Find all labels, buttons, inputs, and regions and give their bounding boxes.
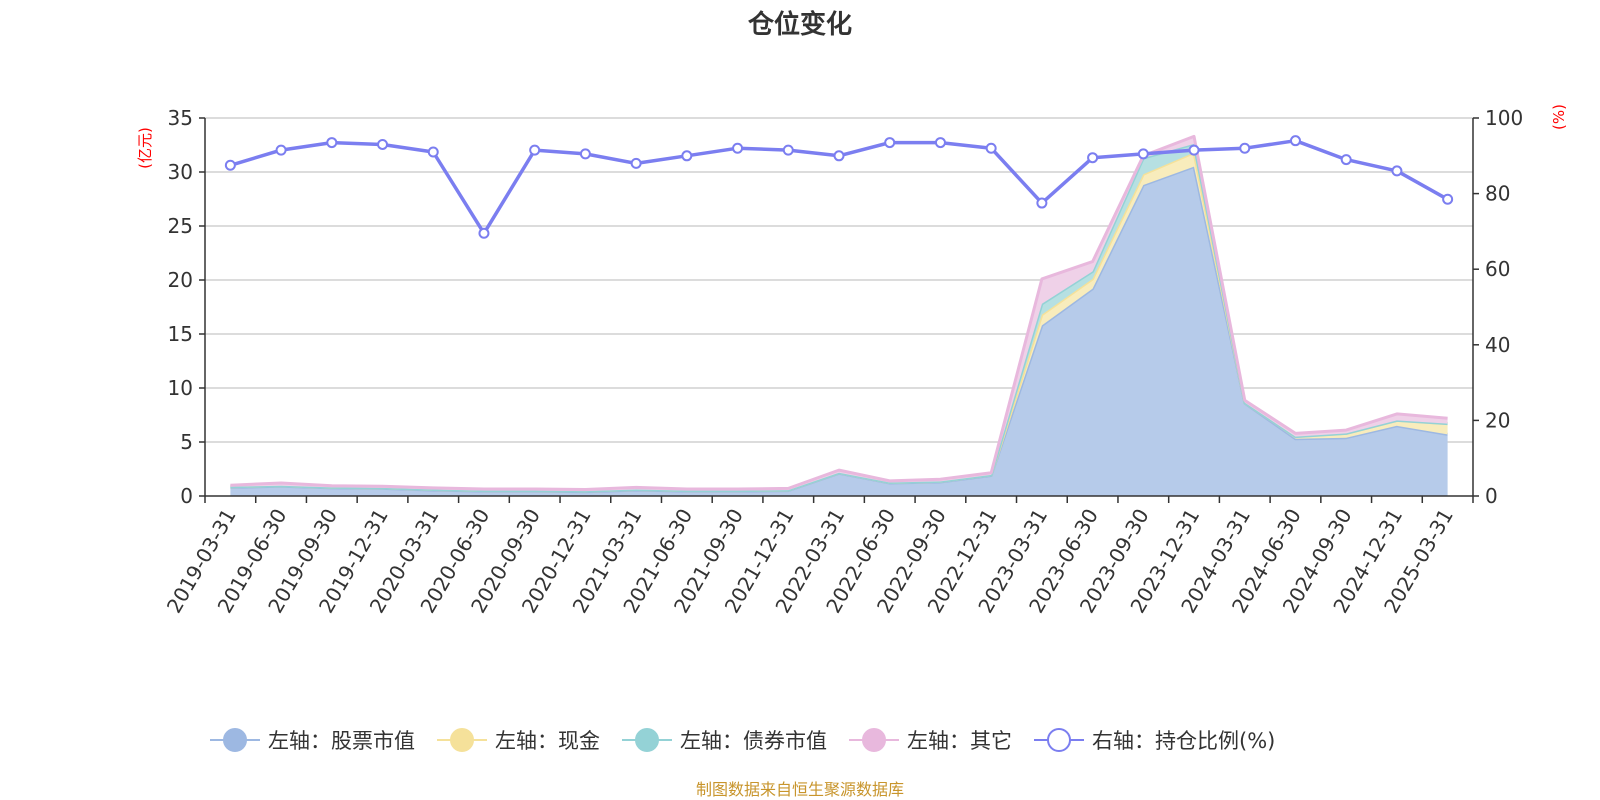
legend-item-1[interactable]: 左轴：股票市值	[210, 728, 415, 753]
legend-label: 左轴：债券市值	[680, 729, 827, 753]
position-ratio-point	[1239, 142, 1251, 154]
left-axis-tick-label: 20	[168, 268, 193, 292]
right-axis-unit-label: (%)	[1550, 104, 1568, 130]
position-ratio-point	[884, 137, 896, 149]
legend-marker-icon	[1047, 728, 1071, 752]
left-axis-tick-label: 30	[168, 160, 193, 184]
right-axis-tick-label: 60	[1485, 257, 1510, 281]
position-ratio-point	[681, 150, 693, 162]
axes: 051015202530350204060801002019-03-312019…	[162, 106, 1523, 617]
left-axis-tick-label: 25	[168, 214, 193, 238]
position-ratio-point	[1036, 197, 1048, 209]
legend[interactable]: 左轴：股票市值 左轴：现金 左轴：债券市值 左轴：其它 右轴：持仓比例(%)	[210, 728, 1275, 753]
position-ratio-point	[427, 146, 439, 158]
left-axis-tick-label: 0	[180, 484, 193, 508]
position-ratio-point	[529, 144, 541, 156]
legend-marker-icon	[450, 728, 474, 752]
position-ratio-point	[224, 159, 236, 171]
legend-marker-icon	[635, 728, 659, 752]
position-ratio-point	[630, 157, 642, 169]
position-ratio-point	[275, 144, 287, 156]
area-series-1	[230, 166, 1448, 496]
left-axis-tick-label: 10	[168, 376, 193, 400]
position-ratio-point	[1340, 154, 1352, 166]
right-axis-tick-label: 20	[1485, 408, 1510, 432]
left-axis-tick-label: 35	[168, 106, 193, 130]
position-ratio-point	[478, 227, 490, 239]
legend-label: 左轴：现金	[495, 729, 600, 753]
position-ratio-point	[377, 138, 389, 150]
right-axis-tick-label: 100	[1485, 106, 1523, 130]
position-ratio-point	[326, 137, 338, 149]
position-ratio-point	[732, 142, 744, 154]
position-ratio-point	[833, 150, 845, 162]
right-axis-tick-label: 0	[1485, 484, 1498, 508]
position-ratio-point	[1442, 193, 1454, 205]
position-ratio-point	[934, 137, 946, 149]
legend-marker-icon	[223, 728, 247, 752]
left-axis-tick-label: 15	[168, 322, 193, 346]
legend-marker-icon	[862, 728, 886, 752]
stacked-area-series	[230, 134, 1448, 496]
position-ratio-point	[1087, 152, 1099, 164]
source-note: 制图数据来自恒生聚源数据库	[696, 780, 904, 799]
legend-item-5[interactable]: 右轴：持仓比例(%)	[1034, 728, 1275, 753]
right-axis-tick-label: 40	[1485, 333, 1510, 357]
legend-label: 左轴：其它	[907, 729, 1012, 753]
legend-label: 左轴：股票市值	[268, 729, 415, 753]
position-ratio-point	[1188, 144, 1200, 156]
position-ratio-point	[1137, 148, 1149, 160]
position-ratio-point	[1289, 135, 1301, 147]
position-ratio-line-series	[224, 135, 1454, 239]
legend-label: 右轴：持仓比例(%)	[1092, 729, 1275, 753]
area-series-4-edge	[230, 134, 1448, 491]
left-axis-unit-label: (亿元)	[136, 127, 154, 169]
legend-item-4[interactable]: 左轴：其它	[849, 728, 1012, 753]
position-ratio-point	[985, 142, 997, 154]
position-ratio-point	[579, 148, 591, 160]
position-ratio-point	[1391, 165, 1403, 177]
legend-item-3[interactable]: 左轴：债券市值	[622, 728, 827, 753]
left-axis-tick-label: 5	[180, 430, 193, 454]
position-ratio-point	[782, 144, 794, 156]
legend-item-2[interactable]: 左轴：现金	[437, 728, 600, 753]
grid-lines	[205, 117, 1473, 443]
chart-title: 仓位变化	[747, 9, 852, 40]
right-axis-tick-label: 80	[1485, 182, 1510, 206]
